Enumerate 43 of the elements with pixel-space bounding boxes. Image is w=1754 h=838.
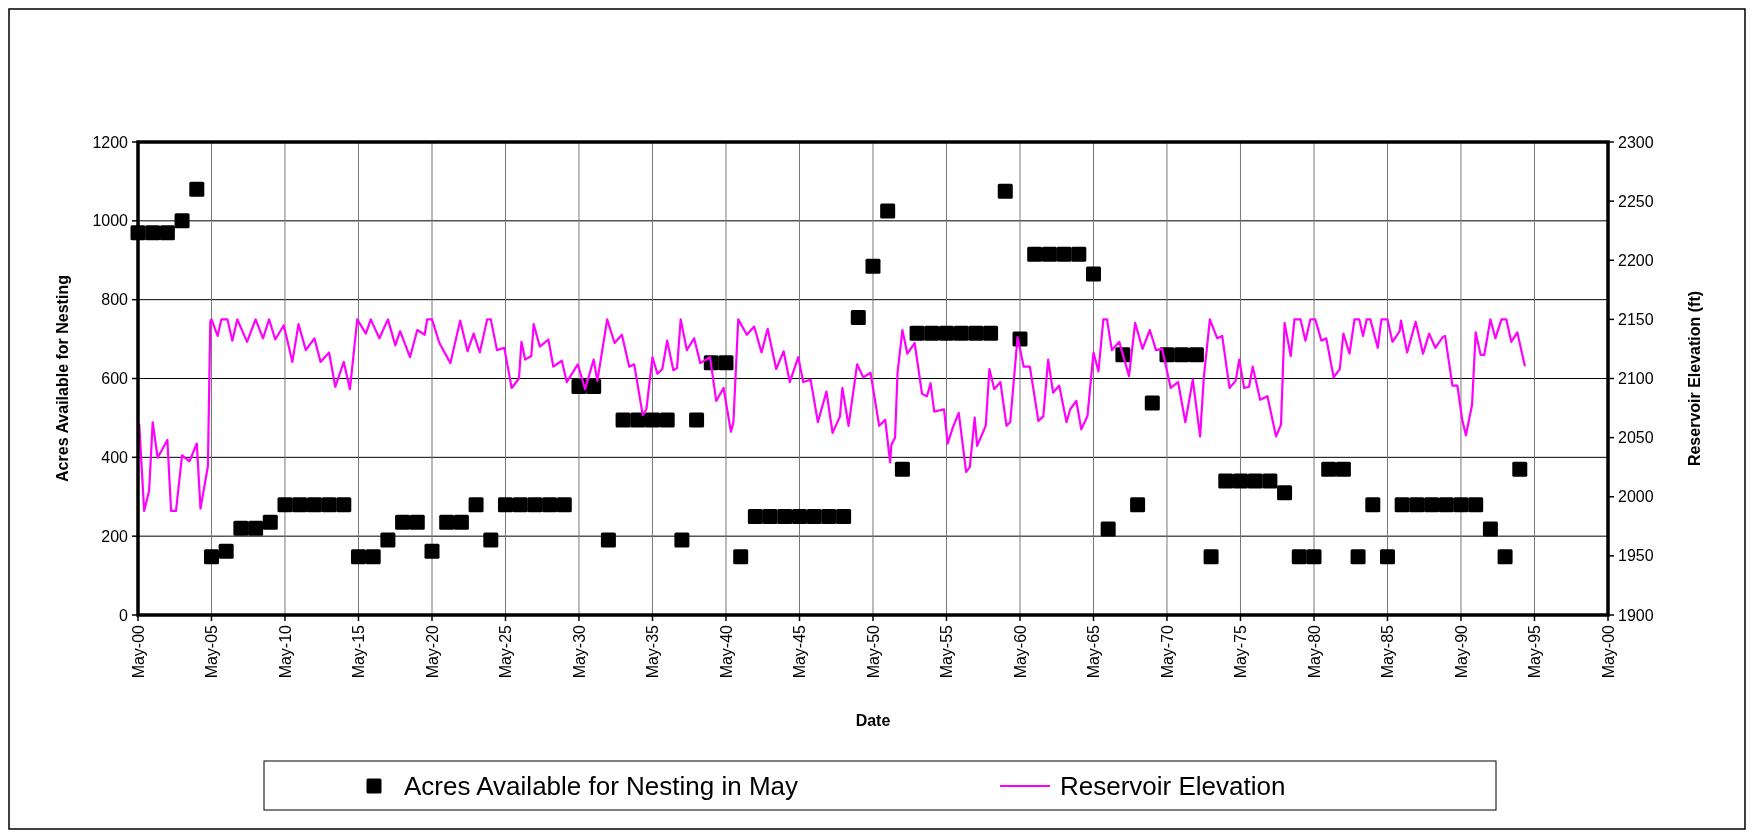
y2-tick-label: 2100 bbox=[1618, 370, 1654, 388]
y2-tick-label: 1950 bbox=[1618, 547, 1654, 565]
y2-tick-label: 2300 bbox=[1618, 133, 1654, 151]
x-tick-label: May-85 bbox=[1379, 624, 1397, 679]
y-tick-label: 600 bbox=[101, 370, 129, 388]
x-tick-label: May-00 bbox=[129, 624, 147, 679]
x-tick-label: May-05 bbox=[203, 624, 221, 679]
y-tick-label: 1000 bbox=[92, 212, 129, 230]
x-tick-label: May-55 bbox=[938, 624, 956, 679]
line-series bbox=[138, 318, 1526, 513]
legend-label: Reservoir Elevation bbox=[1060, 771, 1286, 802]
y2-tick-label: 1900 bbox=[1618, 606, 1654, 624]
y-tick-label: 400 bbox=[101, 448, 129, 466]
y-tick-label: 0 bbox=[119, 606, 129, 624]
x-tick-label: May-65 bbox=[1085, 624, 1103, 679]
x-tick-label: May-50 bbox=[864, 624, 882, 679]
x-tick-label: May-10 bbox=[276, 624, 294, 679]
x-tick-label: May-60 bbox=[1011, 624, 1029, 679]
y2-tick-label: 2000 bbox=[1618, 488, 1654, 506]
x-tick-label: May-80 bbox=[1305, 624, 1323, 679]
x-tick-label: May-30 bbox=[570, 624, 588, 679]
y-tick-label: 1200 bbox=[92, 133, 129, 151]
x-tick-label: May-70 bbox=[1158, 624, 1176, 679]
x-tick-label: May-15 bbox=[350, 624, 368, 679]
x-tick-label: May-35 bbox=[644, 624, 662, 679]
x-tick-label: May-90 bbox=[1452, 624, 1470, 679]
x-axis-title: Date bbox=[855, 712, 891, 729]
x-tick-label: May-25 bbox=[497, 624, 515, 679]
y2-tick-label: 2050 bbox=[1618, 429, 1654, 447]
x-tick-label: May-95 bbox=[1526, 624, 1544, 679]
y2-tick-label: 2250 bbox=[1618, 192, 1654, 210]
x-tick-label: May-75 bbox=[1232, 624, 1250, 679]
legend-label: Acres Available for Nesting in May bbox=[404, 771, 799, 802]
x-tick-label: May-00 bbox=[1599, 624, 1617, 679]
x-tick-label: May-45 bbox=[791, 624, 809, 679]
y-tick-label: 800 bbox=[101, 291, 129, 309]
y2-tick-label: 2200 bbox=[1618, 251, 1654, 269]
y-axis-title: Acres Available for Nesting bbox=[54, 275, 71, 482]
x-tick-label: May-40 bbox=[717, 624, 735, 679]
y2-axis-title: Reservoir Elevation (ft) bbox=[1686, 290, 1703, 467]
y-tick-label: 200 bbox=[101, 527, 129, 545]
y2-tick-label: 2150 bbox=[1618, 310, 1654, 328]
x-tick-label: May-20 bbox=[423, 624, 441, 679]
